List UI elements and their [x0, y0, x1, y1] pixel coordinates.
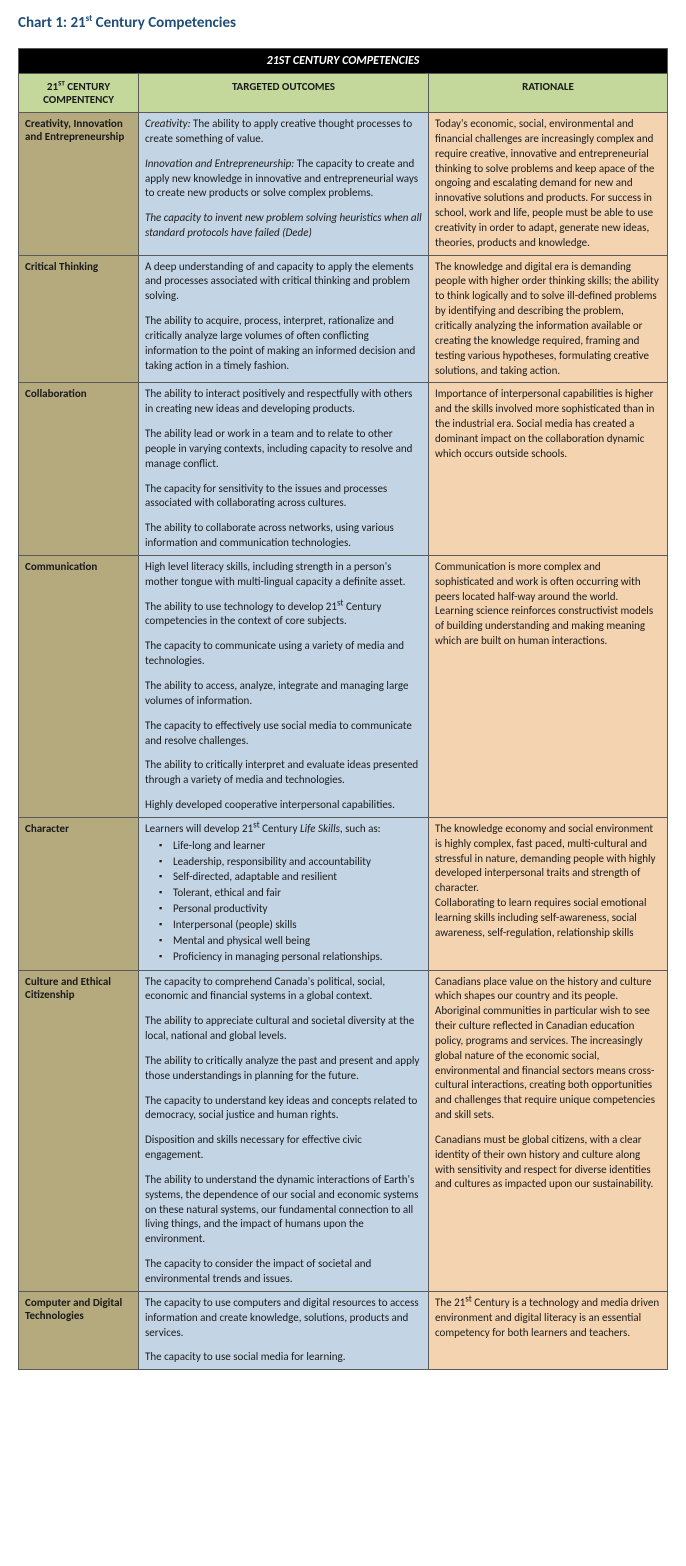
- outcomes-cell: The capacity to comprehend Canada's poli…: [139, 970, 429, 1291]
- rationale-cell: The 21st Century is a technology and med…: [429, 1291, 668, 1369]
- outcomes-cell: A deep understanding of and capacity to …: [139, 255, 429, 383]
- table-row: Creativity, Innovation and Entrepreneurs…: [19, 113, 668, 256]
- competencies-table: 21ST CENTURY COMPETENCIES 21ST CENTURY C…: [18, 48, 668, 1370]
- outcomes-cell: High level literacy skills, including st…: [139, 555, 429, 817]
- outcomes-cell: Learners will develop 21st Century Life …: [139, 817, 429, 970]
- rationale-cell: The knowledge and digital era is demandi…: [429, 255, 668, 383]
- rationale-cell: Canadians place value on the history and…: [429, 970, 668, 1291]
- table-main-header: 21ST CENTURY COMPETENCIES: [19, 49, 668, 74]
- rationale-cell: Today's economic, social, environmental …: [429, 113, 668, 256]
- col-header-outcomes: TARGETED OUTCOMES: [139, 74, 429, 113]
- table-row: Computer and Digital TechnologiesThe cap…: [19, 1291, 668, 1369]
- table-row: CommunicationHigh level literacy skills,…: [19, 555, 668, 817]
- rationale-cell: Importance of interpersonal capabilities…: [429, 383, 668, 556]
- competency-cell: Communication: [19, 555, 139, 817]
- col-header-competency: 21ST CENTURY COMPENTENCY: [19, 74, 139, 113]
- competency-cell: Collaboration: [19, 383, 139, 556]
- outcomes-cell: The capacity to use computers and digita…: [139, 1291, 429, 1369]
- table-row: Culture and Ethical CitizenshipThe capac…: [19, 970, 668, 1291]
- outcomes-cell: The ability to interact positively and r…: [139, 383, 429, 556]
- chart-title: Chart 1: 21st Century Competencies: [18, 14, 668, 32]
- table-row: CharacterLearners will develop 21st Cent…: [19, 817, 668, 970]
- rationale-cell: Communication is more complex and sophis…: [429, 555, 668, 817]
- table-row: Critical ThinkingA deep understanding of…: [19, 255, 668, 383]
- table-row: CollaborationThe ability to interact pos…: [19, 383, 668, 556]
- competency-cell: Computer and Digital Technologies: [19, 1291, 139, 1369]
- competency-cell: Creativity, Innovation and Entrepreneurs…: [19, 113, 139, 256]
- competency-cell: Critical Thinking: [19, 255, 139, 383]
- competency-cell: Culture and Ethical Citizenship: [19, 970, 139, 1291]
- competency-cell: Character: [19, 817, 139, 970]
- rationale-cell: The knowledge economy and social environ…: [429, 817, 668, 970]
- outcomes-cell: Creativity: The ability to apply creativ…: [139, 113, 429, 256]
- col-header-rationale: RATIONALE: [429, 74, 668, 113]
